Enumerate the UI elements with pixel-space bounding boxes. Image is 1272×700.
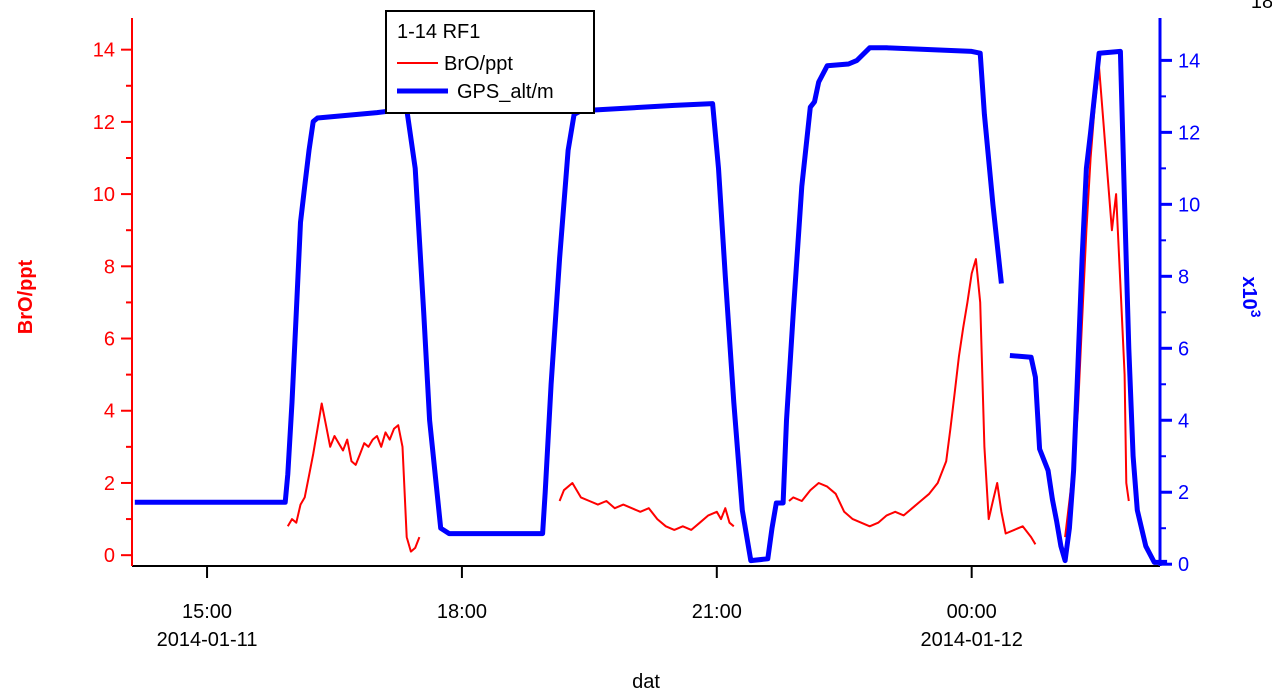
right-tick-label-0: 0 (1178, 554, 1189, 576)
left-tick-label-3: 6 (104, 329, 115, 351)
right-tick-label-5: 10 (1178, 194, 1200, 216)
plot-lines (134, 45, 1168, 565)
legend-label-bro: BrO/ppt (444, 53, 513, 75)
left-tick-label-1: 2 (104, 473, 115, 495)
right-tick-label-6: 12 (1178, 122, 1200, 144)
legend: 1-14 RF1 BrO/ppt GPS_alt/m (385, 10, 595, 114)
right-tick-label-1: 2 (1178, 482, 1189, 504)
left-axis-title: BrO/ppt (15, 259, 37, 334)
right-axis-title-base: x10 (1238, 276, 1260, 309)
x-tick-sublabel-0: 2014-01-11 (157, 629, 258, 651)
right-axis-title-exponent: 3 (1248, 310, 1264, 318)
left-tick-label-4: 8 (104, 256, 115, 278)
right-tick-label-2: 4 (1178, 410, 1189, 432)
left-tick-label-6: 12 (93, 112, 115, 134)
legend-title: 1-14 RF1 (397, 21, 480, 43)
right-tick-label-7: 14 (1178, 50, 1200, 72)
left-tick-label-2: 4 (104, 401, 115, 423)
right-tick-label-4: 8 (1178, 266, 1189, 288)
right-tick-label-3: 6 (1178, 338, 1189, 360)
x-tick-label-3: 00:00 (947, 601, 997, 623)
series-bro-ppt-line-2 (788, 258, 1037, 545)
x-tick-label-1: 18:00 (437, 601, 487, 623)
x-axis-title: dat (632, 671, 660, 693)
series-bro-ppt-line-1 (558, 482, 735, 531)
series-gps-alt-m-line-0 (134, 45, 1004, 564)
x-tick-sublabel-3: 2014-01-12 (921, 629, 1023, 651)
right-axis-title: x103 (1238, 276, 1264, 317)
axes: 15:00 2014-01-11 18:00 21:00 00:00 2014-01-12… (15, 0, 1272, 693)
series-gps-alt-m-line-1 (1009, 48, 1168, 565)
series-bro-ppt-line-0 (286, 402, 421, 553)
left-tick-label-7: 14 (93, 40, 115, 62)
legend-label-gps: GPS_alt/m (457, 81, 554, 103)
corner-label: 18 (1251, 0, 1272, 13)
x-tick-label-2: 21:00 (692, 601, 742, 623)
left-tick-label-0: 0 (104, 545, 115, 567)
left-tick-label-5: 10 (93, 184, 115, 206)
x-tick-label-0: 15:00 (182, 601, 232, 623)
